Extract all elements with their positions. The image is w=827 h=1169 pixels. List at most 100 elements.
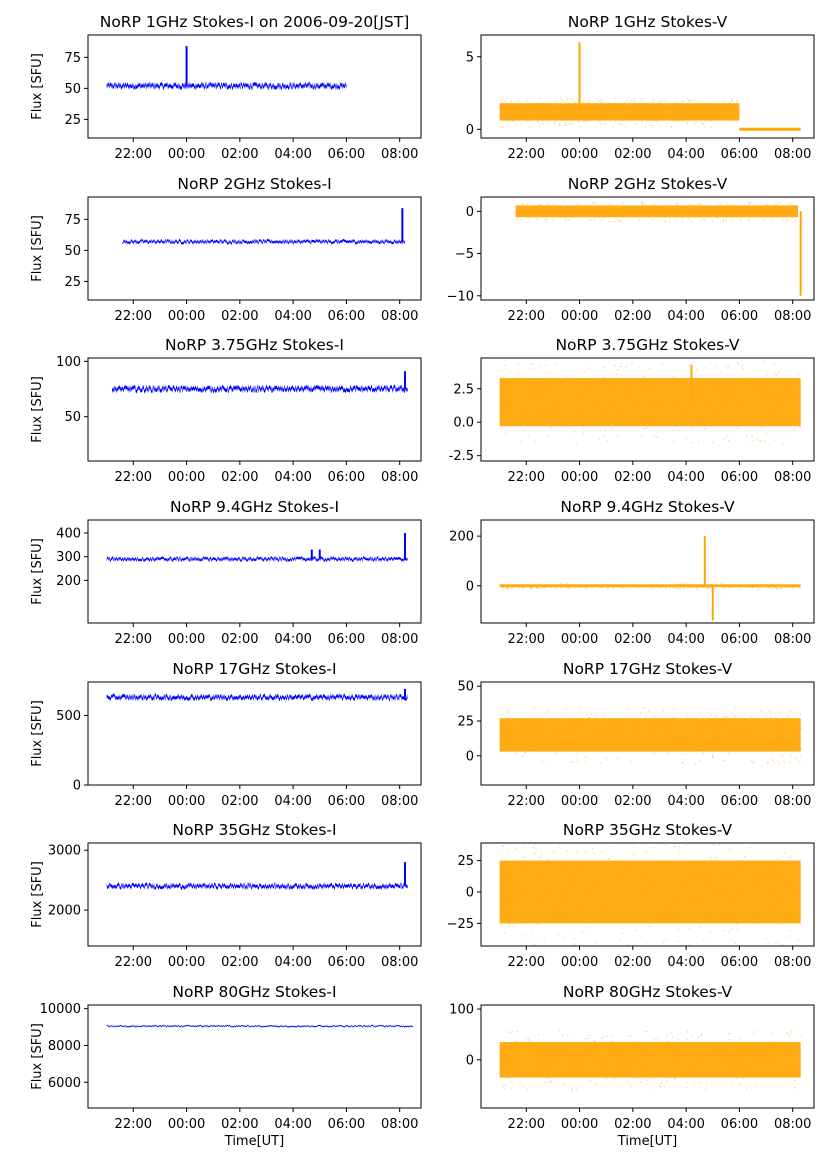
series-point: [614, 402, 616, 404]
series-point: [578, 869, 580, 871]
series-point: [748, 745, 750, 747]
series-point: [610, 583, 612, 585]
series-point: [592, 728, 594, 730]
series-point: [744, 1070, 746, 1072]
series-point: [780, 872, 782, 874]
series-point: [800, 1036, 802, 1038]
series-point: [532, 367, 534, 370]
series-point: [670, 584, 672, 587]
ytick-label: 2000: [48, 904, 81, 919]
series-point: [540, 408, 542, 410]
series-point: [605, 114, 608, 116]
series-point: [722, 760, 724, 762]
series-point: [767, 207, 770, 209]
ylabel: Flux [SFU]: [30, 1023, 45, 1090]
series-point: [584, 588, 586, 590]
series-point: [528, 1040, 530, 1042]
series-point: [702, 123, 704, 125]
series-point: [634, 585, 636, 588]
series-point: [765, 938, 767, 940]
series-point: [624, 744, 627, 746]
series-point: [704, 113, 707, 115]
series-point: [610, 405, 612, 407]
series-point: [502, 1085, 504, 1088]
series-point: [631, 1087, 633, 1089]
series-point: [542, 586, 545, 588]
series-point: [612, 587, 615, 589]
series-point: [704, 721, 706, 723]
series-point: [583, 120, 585, 122]
series-point: [537, 1063, 539, 1066]
series-point: [723, 585, 726, 587]
series-point: [584, 761, 587, 763]
series-point: [726, 1047, 729, 1049]
series-band: [106, 693, 408, 702]
series-point: [543, 938, 545, 940]
series-point: [577, 120, 580, 123]
series-point: [700, 204, 703, 206]
series-point: [739, 891, 741, 893]
ytick-label: −5: [455, 247, 474, 262]
series-point: [576, 737, 578, 739]
series-point: [532, 846, 535, 848]
series-point: [779, 916, 781, 918]
series-point: [635, 116, 638, 119]
series-point: [548, 585, 550, 587]
series-point: [576, 1072, 578, 1074]
series-point: [500, 401, 502, 403]
series-point: [518, 587, 520, 589]
series-point: [617, 1056, 619, 1058]
series-point: [608, 1048, 610, 1050]
series-point: [681, 753, 684, 756]
series-point: [696, 368, 698, 371]
series-point: [512, 1075, 514, 1078]
series-point: [786, 586, 788, 588]
series-point: [631, 584, 634, 586]
series-point: [780, 210, 782, 212]
series-point: [522, 203, 524, 206]
series-point: [612, 584, 615, 586]
series-point: [789, 399, 791, 401]
series-point: [562, 936, 564, 938]
series-point: [752, 762, 754, 764]
series-point: [701, 739, 703, 741]
xtick-label: 04:00: [274, 147, 311, 162]
series-point: [534, 388, 537, 390]
series-point: [540, 584, 542, 586]
series-point: [537, 211, 539, 213]
series-point: [641, 109, 643, 111]
series-point: [724, 877, 727, 879]
data-series: [499, 1029, 802, 1091]
series-point: [507, 898, 509, 900]
series-point: [515, 848, 517, 850]
ylabel: Flux [SFU]: [30, 538, 45, 605]
ylabel: Flux [SFU]: [30, 53, 45, 120]
series-point: [713, 844, 715, 846]
series-point: [798, 1042, 800, 1044]
series-point: [568, 588, 570, 590]
series-point: [655, 411, 658, 414]
series-point: [546, 858, 549, 861]
series-point: [770, 1046, 772, 1048]
series-point: [586, 714, 589, 716]
xtick-label: 00:00: [561, 794, 598, 809]
series-point: [508, 709, 510, 711]
series-point: [603, 112, 605, 114]
xtick-label: 02:00: [221, 147, 258, 162]
series-point: [746, 214, 748, 217]
series-point: [769, 910, 771, 912]
series-point: [580, 211, 582, 213]
series-point: [627, 1035, 629, 1037]
series-point: [656, 116, 658, 118]
series-point: [640, 1081, 642, 1083]
series-point: [510, 1087, 512, 1089]
series-point: [537, 1062, 539, 1065]
series-point: [728, 439, 730, 442]
series-point: [689, 741, 691, 743]
series-point: [666, 1079, 668, 1081]
series-point: [587, 107, 590, 109]
series-point: [767, 586, 769, 589]
series-point: [748, 220, 751, 222]
series-point: [545, 1066, 547, 1069]
